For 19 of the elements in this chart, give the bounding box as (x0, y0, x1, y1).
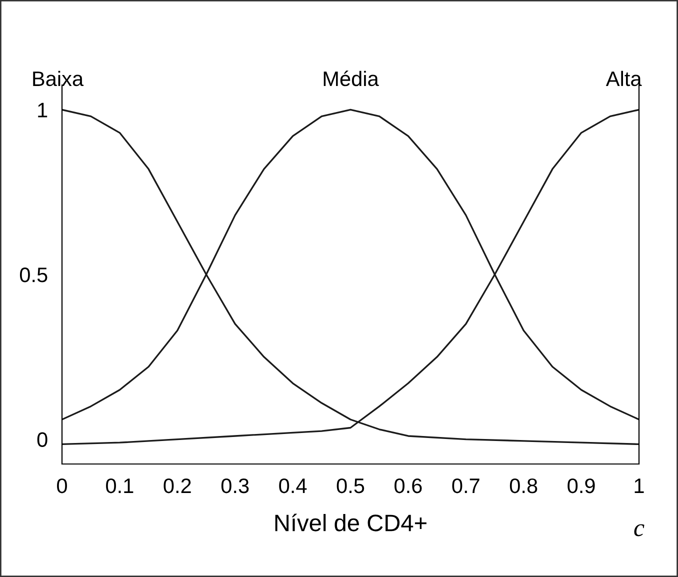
x-tick-label: 0.2 (164, 478, 191, 494)
x-tick-label: 0.7 (452, 478, 480, 494)
x-tick-label: 0.6 (394, 478, 422, 494)
y-tick-label: 0 (37, 432, 48, 448)
x-tick-label: 1 (634, 478, 644, 493)
x-tick-label: 0.3 (221, 478, 249, 494)
series-label: Média (324, 70, 379, 86)
x-axis-title: Nível de CD4+ (275, 514, 426, 532)
x-tick-label: 0.8 (510, 478, 538, 494)
series-label: Alta (606, 70, 642, 86)
y-tick-label: 1 (38, 102, 48, 118)
x-tick-label: 0.1 (106, 478, 134, 494)
x-tick-label: 0.4 (279, 478, 307, 494)
series-label: Baixa (33, 70, 84, 86)
y-tick-label: 0.5 (20, 268, 48, 282)
x-tick-label: 0.9 (568, 478, 595, 494)
text: c (634, 524, 644, 536)
x-tick-label: 0 (57, 478, 67, 494)
x-tick-label: 0.5 (336, 478, 364, 494)
